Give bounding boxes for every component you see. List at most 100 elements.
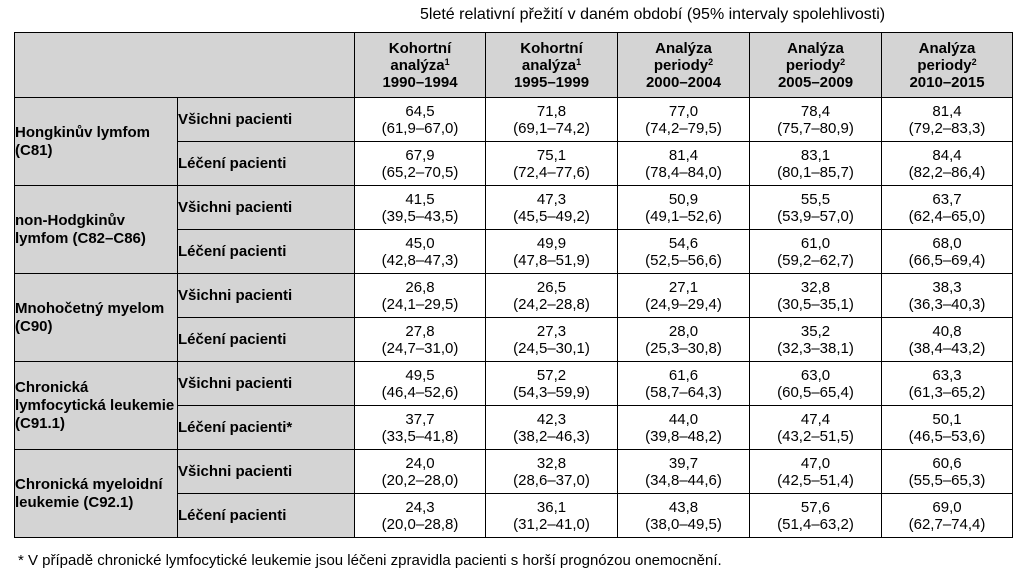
column-header: Analýza periody2 2010–2015	[881, 32, 1013, 98]
survival-value: 60,6	[932, 454, 962, 472]
confidence-interval: (24,7–31,0)	[381, 339, 459, 357]
survival-cell: 84,4 (82,2–86,4)	[881, 141, 1013, 186]
survival-cell: 47,4 (43,2–51,5)	[749, 405, 882, 450]
confidence-interval: (55,5–65,3)	[908, 471, 986, 489]
confidence-interval: (24,5–30,1)	[513, 339, 590, 357]
confidence-interval: (61,9–67,0)	[381, 119, 459, 137]
diagnosis-label: Hongkinův lymfom (C81)	[14, 97, 178, 186]
confidence-interval: (53,9–57,0)	[777, 207, 854, 225]
survival-cell: 78,4 (75,7–80,9)	[749, 97, 882, 142]
survival-cell: 44,0 (39,8–48,2)	[617, 405, 750, 450]
survival-cell: 61,0 (59,2–62,7)	[749, 229, 882, 274]
survival-cell: 27,8 (24,7–31,0)	[354, 317, 486, 362]
survival-value: 42,3	[536, 410, 567, 428]
survival-value: 45,0	[405, 234, 435, 252]
survival-cell: 61,6 (58,7–64,3)	[617, 361, 750, 406]
column-header: Kohortní analýza1 1995–1999	[485, 32, 618, 98]
table-row: non-Hodgkinův lymfom (C82–C86) Všichni pa…	[14, 185, 1013, 274]
survival-value: 26,5	[536, 278, 567, 296]
confidence-interval: (61,3–65,2)	[908, 383, 986, 401]
confidence-interval: (42,8–47,3)	[381, 251, 459, 269]
diagnosis-label: Chronická myeloidní leukemie (C92.1)	[14, 449, 178, 538]
survival-cell: 27,3 (24,5–30,1)	[485, 317, 618, 362]
survival-value: 61,0	[800, 234, 831, 252]
survival-cell: 49,9 (47,8–51,9)	[485, 229, 618, 274]
survival-value: 54,6	[668, 234, 699, 252]
survival-cell: 50,1 (46,5–53,6)	[881, 405, 1013, 450]
patient-group-label: Všichni pacienti	[177, 361, 355, 406]
survival-cell: 81,4 (78,4–84,0)	[617, 141, 750, 186]
survival-value: 83,1	[800, 146, 831, 164]
confidence-interval: (25,3–30,8)	[645, 339, 722, 357]
survival-value: 27,3	[536, 322, 567, 340]
survival-value: 41,5	[405, 190, 435, 208]
survival-cell: 75,1 (72,4–77,6)	[485, 141, 618, 186]
header-row: Kohortní analýza1 1990–1994 Kohortní analýz…	[14, 32, 1013, 98]
survival-value: 61,6	[668, 366, 699, 384]
survival-cell: 47,3 (45,5–49,2)	[485, 185, 618, 230]
confidence-interval: (52,5–56,6)	[645, 251, 722, 269]
survival-value: 63,0	[800, 366, 831, 384]
confidence-interval: (75,7–80,9)	[777, 119, 854, 137]
header-corner	[14, 32, 355, 98]
confidence-interval: (34,8–44,6)	[645, 471, 722, 489]
survival-cell: 27,1 (24,9–29,4)	[617, 273, 750, 318]
survival-cell: 42,3 (38,2–46,3)	[485, 405, 618, 450]
column-header: Kohortní analýza1 1990–1994	[354, 32, 486, 98]
confidence-interval: (38,4–43,2)	[908, 339, 986, 357]
survival-cell: 54,6 (52,5–56,6)	[617, 229, 750, 274]
patient-group-label: Všichni pacienti	[177, 97, 355, 142]
survival-cell: 57,6 (51,4–63,2)	[749, 493, 882, 538]
survival-value: 63,7	[932, 190, 962, 208]
survival-cell: 40,8 (38,4–43,2)	[881, 317, 1013, 362]
patient-group-label: Všichni pacienti	[177, 273, 355, 318]
survival-value: 57,6	[800, 498, 831, 516]
confidence-interval: (30,5–35,1)	[777, 295, 854, 313]
table-row: Chronická myeloidní leukemie (C92.1) Všic…	[14, 449, 1013, 538]
survival-cell: 24,3 (20,0–28,8)	[354, 493, 486, 538]
survival-table: Kohortní analýza1 1990–1994 Kohortní analýz…	[14, 32, 1013, 538]
survival-value: 27,8	[405, 322, 435, 340]
survival-cell: 50,9 (49,1–52,6)	[617, 185, 750, 230]
survival-cell: 77,0 (74,2–79,5)	[617, 97, 750, 142]
survival-value: 32,8	[536, 454, 567, 472]
confidence-interval: (43,2–51,5)	[777, 427, 854, 445]
survival-cell: 55,5 (53,9–57,0)	[749, 185, 882, 230]
survival-value: 63,3	[932, 366, 962, 384]
confidence-interval: (39,8–48,2)	[645, 427, 722, 445]
survival-value: 57,2	[536, 366, 567, 384]
confidence-interval: (24,1–29,5)	[381, 295, 459, 313]
table-row: Mnohočetný myelom (C90) Všichni pacienti 2…	[14, 273, 1013, 362]
confidence-interval: (82,2–86,4)	[908, 163, 986, 181]
survival-value: 81,4	[932, 102, 962, 120]
confidence-interval: (69,1–74,2)	[513, 119, 590, 137]
confidence-interval: (62,4–65,0)	[908, 207, 986, 225]
survival-cell: 24,0 (20,2–28,0)	[354, 449, 486, 494]
survival-cell: 39,7 (34,8–44,6)	[617, 449, 750, 494]
survival-cell: 37,7 (33,5–41,8)	[354, 405, 486, 450]
confidence-interval: (47,8–51,9)	[513, 251, 590, 269]
survival-value: 68,0	[932, 234, 962, 252]
survival-cell: 83,1 (80,1–85,7)	[749, 141, 882, 186]
confidence-interval: (59,2–62,7)	[777, 251, 854, 269]
survival-value: 49,5	[405, 366, 435, 384]
survival-cell: 26,8 (24,1–29,5)	[354, 273, 486, 318]
confidence-interval: (20,0–28,8)	[381, 515, 459, 533]
table-row: Léčení pacienti 67,9 (65,2–70,5) 75,1 (72,4–…	[15, 141, 1013, 186]
confidence-interval: (80,1–85,7)	[777, 163, 854, 181]
survival-cell: 35,2 (32,3–38,1)	[749, 317, 882, 362]
survival-cell: 45,0 (42,8–47,3)	[354, 229, 486, 274]
survival-value: 47,4	[800, 410, 831, 428]
survival-value: 24,0	[405, 454, 435, 472]
table-row: Chronická lymfocytická leukemie (C91.1) V…	[14, 361, 1013, 450]
confidence-interval: (36,3–40,3)	[908, 295, 986, 313]
patient-group-label: Léčení pacienti	[177, 141, 355, 186]
survival-value: 47,0	[800, 454, 831, 472]
survival-cell: 49,5 (46,4–52,6)	[354, 361, 486, 406]
survival-value: 35,2	[800, 322, 831, 340]
survival-value: 47,3	[536, 190, 567, 208]
survival-cell: 60,6 (55,5–65,3)	[881, 449, 1013, 494]
survival-value: 78,4	[800, 102, 831, 120]
table-body: Hongkinův lymfom (C81) Všichni pacienti 64…	[14, 97, 1013, 538]
survival-value: 43,8	[668, 498, 699, 516]
